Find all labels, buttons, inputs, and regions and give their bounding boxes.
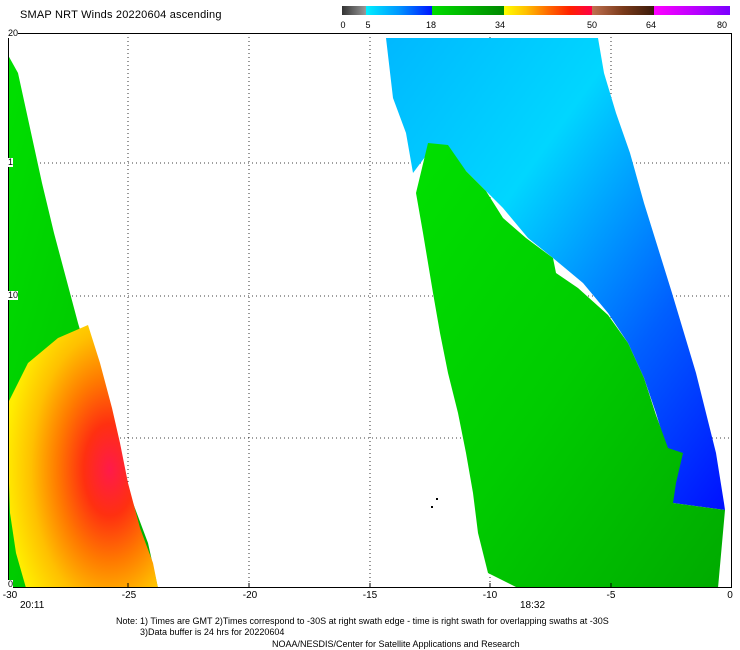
colorbar-purple — [654, 6, 730, 15]
x-tick-minus10: -10 — [482, 590, 498, 601]
scale-label-80: 80 — [716, 20, 728, 30]
x-tick-minus15: -15 — [362, 590, 378, 601]
x-tick-0: 0 — [727, 590, 733, 601]
wind-speed-colorbar — [342, 6, 730, 15]
x-tick-minus20: -20 — [242, 590, 258, 601]
y-tick-5: 0 — [8, 579, 14, 589]
scale-label-5: 5 — [365, 20, 371, 30]
colorbar-green — [432, 6, 504, 15]
colorbar-warm — [504, 6, 592, 15]
x-tick-minus25: -25 — [121, 590, 137, 601]
x-tick-minus5: -5 — [606, 590, 616, 601]
frame-ticks — [127, 583, 612, 588]
right-swath-time: 18:32 — [520, 600, 546, 611]
scale-label-34: 34 — [494, 20, 506, 30]
scale-label-0: 0 — [340, 20, 346, 30]
scale-label-50: 50 — [586, 20, 598, 30]
note-line-2: 3)Data buffer is 24 hrs for 20220604 — [140, 627, 285, 637]
y-tick-2: 1 — [8, 157, 14, 167]
left-swath-high-winds — [8, 325, 158, 588]
island-markers — [431, 498, 438, 508]
left-swath-time: 20:11 — [20, 600, 45, 611]
map-title: SMAP NRT Winds 20220604 ascending — [20, 9, 222, 21]
scale-label-18: 18 — [425, 20, 437, 30]
note-line-1: Note: 1) Times are GMT 2)Times correspon… — [116, 616, 609, 626]
right-swath-green — [416, 143, 725, 588]
right-swath-blue — [386, 38, 725, 510]
colorbar-brown — [592, 6, 654, 15]
note-line-3: NOAA/NESDIS/Center for Satellite Applica… — [272, 639, 520, 649]
colorbar-gray — [342, 6, 366, 15]
colorbar-blue — [366, 6, 432, 15]
y-tick-3: 10 — [8, 290, 19, 300]
x-tick-minus30: -30 — [2, 590, 18, 601]
wind-map-plot — [8, 33, 732, 588]
y-tick-1: 20 — [8, 28, 19, 38]
scale-label-64: 64 — [645, 20, 657, 30]
